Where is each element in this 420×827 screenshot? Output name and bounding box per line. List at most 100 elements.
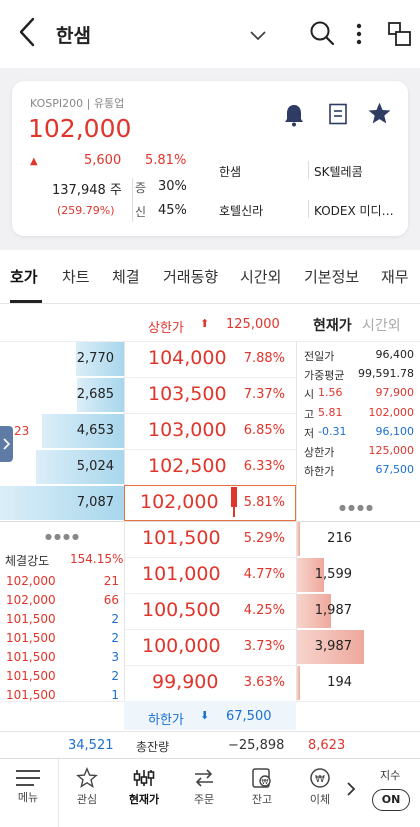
back-arrow-icon[interactable]	[18, 16, 36, 56]
lower-limit-label: 하한가	[148, 713, 184, 728]
summary-rate: 1.56	[318, 386, 343, 399]
ask-price[interactable]: 104,000	[148, 347, 227, 369]
ask-qty[interactable]: 2,685	[76, 387, 114, 402]
summary-value: 67,500	[375, 463, 415, 476]
ask-qty[interactable]: 7,087	[76, 495, 114, 510]
summary-value: 97,900	[375, 386, 415, 399]
bid-qty[interactable]: 1,599	[314, 567, 352, 582]
pager-dots-left: ●●●●	[45, 532, 81, 541]
bid-price[interactable]: 99,900	[152, 671, 219, 693]
ask-qty-bar	[76, 342, 124, 376]
divider	[124, 413, 296, 414]
menu-button[interactable]: 메뉴	[6, 767, 50, 805]
tab-financials[interactable]: 재무	[381, 268, 409, 286]
ask-qty[interactable]: 2,770	[76, 351, 114, 366]
ask-qty[interactable]: 4,653	[76, 423, 114, 438]
lower-limit-value: 67,500	[226, 709, 272, 724]
divider	[124, 521, 125, 701]
tab-current-price[interactable]: 현재가	[313, 318, 352, 334]
star-favorite-icon[interactable]	[367, 101, 392, 126]
tab-bar: 호가 차트 체결 거래동향 시간외 기본정보 재무	[0, 250, 420, 304]
won-transfer-icon: ₩	[310, 768, 330, 788]
more-options-icon[interactable]	[354, 21, 364, 47]
bid-qty-bar	[297, 594, 331, 628]
current-price-highlight	[124, 485, 296, 521]
nav-current-price[interactable]: 현재가	[117, 767, 171, 807]
bid-qty[interactable]: 216	[327, 531, 352, 546]
candle-wick	[233, 505, 235, 517]
bid-price[interactable]: 100,000	[142, 635, 221, 657]
price-change-rate: 5.81%	[145, 153, 187, 168]
ask-qty[interactable]: 5,024	[76, 459, 114, 474]
total-label: 총잔량	[136, 740, 170, 754]
bid-rate: 4.25%	[243, 603, 285, 618]
tab-chart[interactable]: 차트	[62, 268, 90, 286]
tab-order-book[interactable]: 호가	[10, 268, 38, 286]
ask-qty-bar	[42, 414, 124, 448]
related-stock-1[interactable]: 한샘	[219, 165, 242, 179]
bid-price[interactable]: 101,500	[142, 527, 221, 549]
index-toggle-button[interactable]: ON	[372, 789, 410, 811]
menu-label: 메뉴	[17, 791, 39, 804]
summary-value: 96,100	[375, 425, 415, 438]
nav-order[interactable]: 주문	[177, 767, 231, 807]
trade-qty: 3	[111, 650, 119, 664]
chevron-down-icon[interactable]	[250, 26, 266, 42]
trade-qty: 66	[103, 593, 119, 607]
divider	[124, 557, 296, 558]
nav-transfer-label: 이체	[309, 793, 331, 806]
search-icon[interactable]	[309, 20, 335, 46]
multi-window-icon[interactable]	[388, 20, 412, 48]
bid-qty[interactable]: 1,987	[314, 603, 352, 618]
tab-trading-trend[interactable]: 거래동향	[163, 268, 219, 286]
total-ask-qty: 34,521	[68, 738, 114, 753]
trade-qty: 2	[111, 631, 119, 645]
nav-balance[interactable]: ₩ 잔고	[235, 767, 289, 807]
summary-value: 102,000	[368, 406, 415, 419]
bid-qty[interactable]: 3,987	[314, 639, 352, 654]
summary-label: 하한가	[304, 465, 335, 478]
nav-transfer[interactable]: ₩ 이체	[293, 767, 347, 807]
summary-label: 전일가	[304, 350, 335, 363]
svg-text:₩: ₩	[262, 778, 269, 786]
bid-rate: 3.63%	[243, 675, 285, 690]
tab-basic-info[interactable]: 기본정보	[304, 268, 360, 286]
related-stock-2[interactable]: SK텔레콤	[314, 165, 363, 179]
related-stock-4[interactable]: KODEX 미디…	[314, 204, 394, 218]
trade-price: 101,500	[6, 650, 56, 664]
divider	[124, 593, 296, 594]
bid-price[interactable]: 100,500	[142, 599, 221, 621]
ask-price[interactable]: 103,500	[148, 383, 227, 405]
order-book: 상한가 ⬆ 125,000 현재가 시간외 2,770 104,000 7.88% 2…	[0, 305, 420, 730]
memo-icon[interactable]	[328, 103, 348, 125]
nav-balance-label: 잔고	[251, 793, 273, 806]
bid-qty[interactable]: 194	[327, 675, 352, 690]
bell-icon[interactable]	[283, 103, 305, 127]
summary-rate: 5.81	[318, 406, 343, 419]
nav-order-label: 주문	[193, 793, 215, 806]
top-header: 한샘	[0, 0, 420, 68]
candle-icon	[231, 487, 237, 507]
trade-qty: 1	[111, 688, 119, 702]
tab-trades[interactable]: 체결	[112, 268, 140, 286]
bid-price[interactable]: 101,000	[142, 563, 221, 585]
pager-dots-right: ●●●●	[339, 503, 375, 512]
trade-price: 102,000	[6, 593, 56, 607]
tab-after-hours-price[interactable]: 시간외	[362, 318, 401, 334]
market-label: KOSPI200 | 유통업	[30, 97, 125, 110]
ask-price[interactable]: 102,500	[148, 455, 227, 477]
ask-price[interactable]: 102,000	[140, 491, 219, 513]
tab-after-hours[interactable]: 시간외	[240, 268, 282, 286]
trade-volume: 137,948 주	[52, 183, 122, 198]
margin-value: 30%	[158, 179, 187, 194]
chevron-right-icon[interactable]	[346, 781, 356, 801]
nav-watchlist[interactable]: 관심	[60, 767, 114, 807]
current-price: 102,000	[28, 114, 132, 143]
related-stock-3[interactable]: 호텔신라	[219, 204, 264, 218]
side-panel-handle[interactable]	[0, 426, 13, 462]
stock-name-title[interactable]: 한샘	[56, 25, 91, 47]
svg-text:₩: ₩	[315, 774, 325, 785]
divider	[124, 449, 296, 450]
ask-price[interactable]: 103,000	[148, 419, 227, 441]
ask-qty-bar	[36, 450, 124, 484]
